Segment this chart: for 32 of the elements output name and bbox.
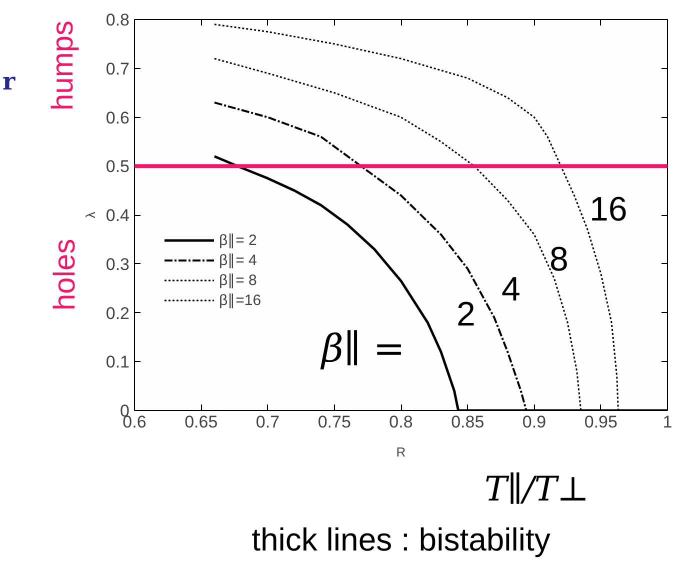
x-tick-label: 0.7 — [256, 412, 280, 432]
x-tick-label: 0.8 — [389, 412, 413, 432]
y-tick-label: 0.3 — [106, 254, 130, 274]
text: thick lines : bistability — [252, 522, 550, 558]
y-tick-label: 0.5 — [106, 157, 130, 176]
x-tick-label: 0.9 — [522, 412, 546, 432]
text: T∥/T⊥ — [484, 470, 589, 510]
x-axis-title: R — [396, 444, 406, 460]
annotation: 8 — [550, 240, 568, 278]
y-tick-label: 0.4 — [106, 206, 130, 225]
text: holes — [48, 238, 82, 310]
legend-label: β∥= 8 — [219, 271, 257, 289]
text: humps — [46, 20, 80, 110]
x-tick-label: 0.65 — [184, 412, 218, 432]
legend-label: β∥= 4 — [219, 251, 257, 269]
y-axis-title: λ — [82, 211, 98, 218]
annotation: 4 — [502, 270, 520, 308]
x-tick-label: 0.85 — [451, 412, 484, 432]
legend-label: β∥=16 — [219, 291, 262, 309]
x-tick-label: 0.75 — [318, 412, 351, 432]
annotation: β∥ = — [320, 326, 405, 370]
x-tick-label: 0.95 — [584, 412, 618, 432]
x-tick-label: 1 — [662, 412, 672, 432]
text: r — [2, 66, 16, 96]
y-tick-label: 0.7 — [106, 59, 130, 78]
legend-label: β∥= 2 — [219, 231, 257, 249]
annotation: 16 — [590, 190, 628, 228]
y-tick-label: 0.2 — [106, 304, 130, 323]
y-tick-label: 0.1 — [106, 352, 130, 372]
annotation: 2 — [456, 296, 476, 334]
y-tick-label: 0.8 — [106, 10, 130, 30]
y-tick-label: 0.6 — [106, 108, 130, 128]
